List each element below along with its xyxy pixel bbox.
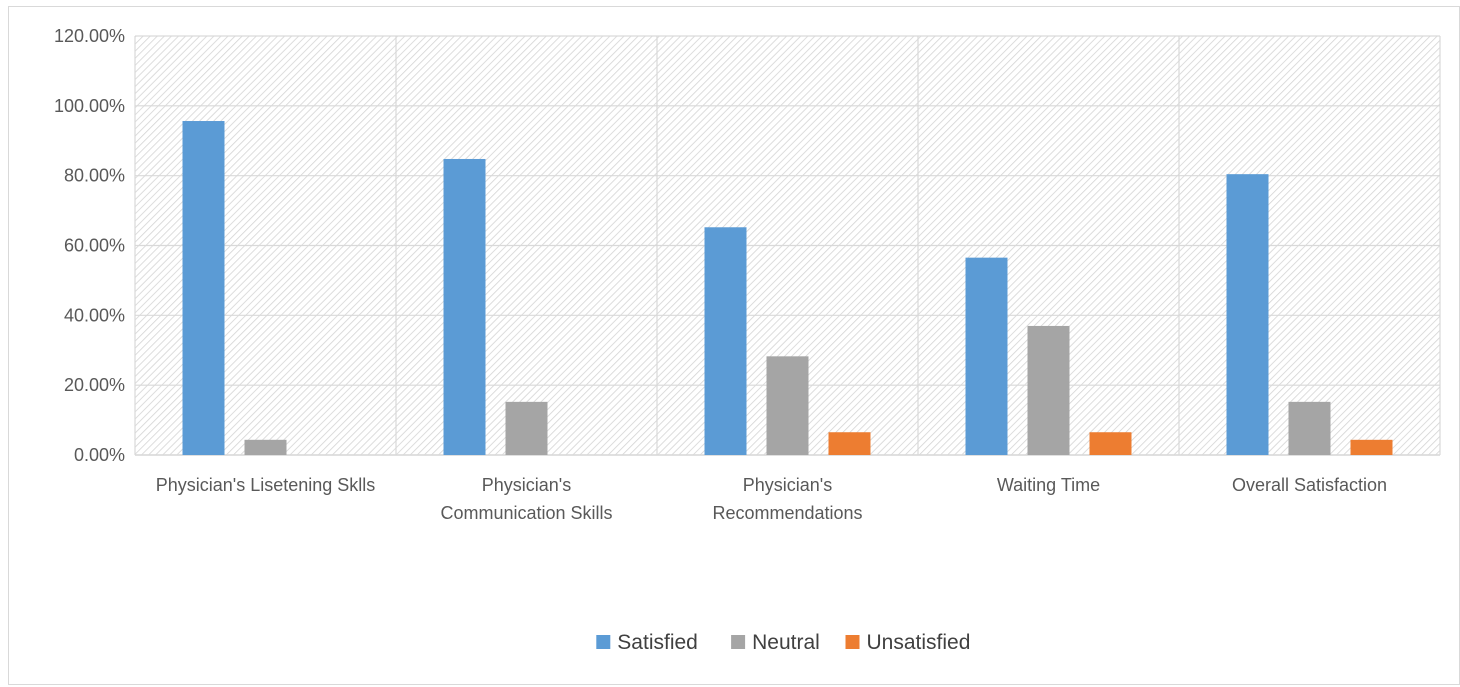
bars (182, 121, 1393, 455)
bar-chart: 0.00% 20.00% 40.00% 60.00% 80.00% 100.00% 120.… (54, 26, 1441, 654)
legend-label: Neutral (752, 631, 820, 654)
bar-satisfied-2 (443, 158, 486, 455)
legend-item-unsatisfied: Unsatisfied (845, 631, 971, 654)
legend-item-neutral: Neutral (731, 631, 820, 654)
y-tick-label: 20.00% (64, 375, 125, 395)
bar-unsatisfied-3 (828, 432, 871, 455)
x-tick-label: Communication Skills (440, 503, 612, 523)
y-tick-label: 120.00% (54, 26, 125, 46)
legend-label: Satisfied (617, 631, 698, 654)
bar-unsatisfied-5 (1350, 439, 1393, 455)
bar-satisfied-3 (704, 227, 747, 455)
legend-label: Unsatisfied (867, 631, 971, 654)
bar-satisfied-1 (182, 121, 225, 455)
legend-swatch (596, 635, 611, 649)
x-tick-label: Overall Satisfaction (1232, 475, 1387, 495)
bar-neutral-5 (1288, 401, 1331, 455)
bar-neutral-2 (505, 401, 548, 455)
legend-swatch (845, 635, 860, 649)
x-tick-label: Recommendations (712, 503, 862, 523)
y-tick-label: 0.00% (74, 445, 125, 465)
x-axis-ticks: Physician's Lisetening Sklls Physician's C… (156, 475, 1387, 523)
y-tick-label: 100.00% (54, 96, 125, 116)
bar-neutral-4 (1027, 325, 1070, 455)
y-tick-label: 80.00% (64, 166, 125, 186)
legend-swatch (731, 635, 746, 649)
y-tick-label: 40.00% (64, 305, 125, 325)
x-tick-label: Physician's (482, 475, 571, 495)
bar-neutral-1 (244, 439, 287, 455)
bar-neutral-3 (766, 356, 809, 455)
bar-satisfied-4 (965, 257, 1008, 455)
legend-item-satisfied: Satisfied (596, 631, 698, 654)
bar-satisfied-5 (1226, 174, 1269, 455)
y-tick-label: 60.00% (64, 236, 125, 256)
x-tick-label: Waiting Time (997, 475, 1100, 495)
chart-frame: 0.00% 20.00% 40.00% 60.00% 80.00% 100.00% 120.… (8, 6, 1460, 685)
legend: Satisfied Neutral Unsatisfied (596, 631, 970, 654)
y-axis-ticks: 0.00% 20.00% 40.00% 60.00% 80.00% 100.00% 120.… (54, 26, 125, 465)
bar-unsatisfied-4 (1089, 432, 1132, 455)
x-tick-label: Physician's (743, 475, 832, 495)
x-tick-label: Physician's Lisetening Sklls (156, 475, 376, 495)
